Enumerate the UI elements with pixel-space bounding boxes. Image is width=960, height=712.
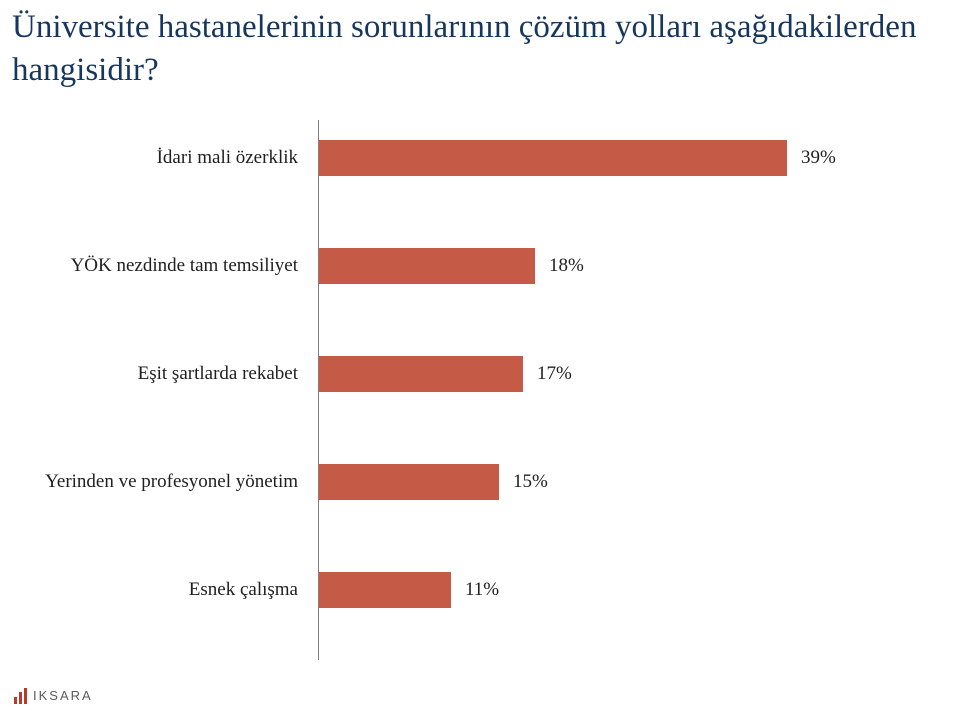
bar bbox=[319, 464, 499, 500]
bar-row: Esnek çalışma 11% bbox=[28, 566, 928, 614]
bar-value: 18% bbox=[549, 242, 584, 290]
bar bbox=[319, 356, 523, 392]
page: Üniversite hastanelerinin sorunlarının ç… bbox=[0, 0, 960, 712]
bar bbox=[319, 248, 535, 284]
bar-value: 11% bbox=[465, 566, 499, 614]
plot-area: İdari mali özerklik 39% YÖK nezdinde tam… bbox=[28, 120, 928, 660]
bar-row: YÖK nezdinde tam temsiliyet 18% bbox=[28, 242, 928, 290]
bar bbox=[319, 572, 451, 608]
bar-chart: İdari mali özerklik 39% YÖK nezdinde tam… bbox=[28, 120, 928, 660]
bar-value: 15% bbox=[513, 458, 548, 506]
bar bbox=[319, 140, 787, 176]
bar-value: 39% bbox=[801, 134, 836, 182]
bar-value: 17% bbox=[537, 350, 572, 398]
bar-label: Eşit şartlarda rekabet bbox=[28, 350, 308, 398]
bar-label: YÖK nezdinde tam temsiliyet bbox=[28, 242, 308, 290]
bar-label: İdari mali özerklik bbox=[28, 134, 308, 182]
bar-row: Yerinden ve profesyonel yönetim 15% bbox=[28, 458, 928, 506]
logo-bars-icon bbox=[14, 688, 27, 704]
bar-label: Esnek çalışma bbox=[28, 566, 308, 614]
page-title: Üniversite hastanelerinin sorunlarının ç… bbox=[12, 6, 940, 92]
logo-text: IKSARA bbox=[31, 688, 93, 704]
bar-label: Yerinden ve profesyonel yönetim bbox=[28, 458, 308, 506]
bar-row: Eşit şartlarda rekabet 17% bbox=[28, 350, 928, 398]
footer-logo: IKSARA bbox=[14, 688, 93, 704]
bar-row: İdari mali özerklik 39% bbox=[28, 134, 928, 182]
